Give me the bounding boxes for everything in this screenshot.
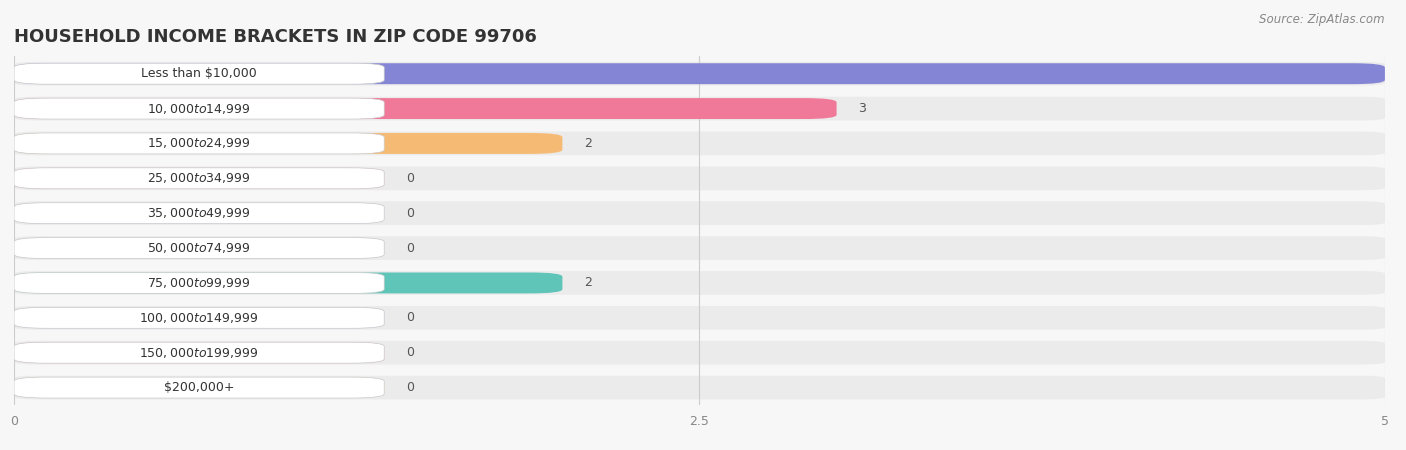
- FancyBboxPatch shape: [14, 202, 384, 224]
- Text: $100,000 to $149,999: $100,000 to $149,999: [139, 311, 259, 325]
- FancyBboxPatch shape: [14, 133, 562, 154]
- Text: $150,000 to $199,999: $150,000 to $199,999: [139, 346, 259, 360]
- FancyBboxPatch shape: [14, 62, 1385, 86]
- Text: 0: 0: [406, 242, 415, 255]
- Text: 0: 0: [406, 207, 415, 220]
- FancyBboxPatch shape: [14, 201, 1385, 225]
- Text: 0: 0: [406, 172, 415, 185]
- FancyBboxPatch shape: [14, 307, 384, 328]
- FancyBboxPatch shape: [14, 98, 837, 119]
- Text: Source: ZipAtlas.com: Source: ZipAtlas.com: [1260, 14, 1385, 27]
- FancyBboxPatch shape: [14, 97, 1385, 121]
- FancyBboxPatch shape: [14, 166, 1385, 190]
- FancyBboxPatch shape: [14, 98, 384, 119]
- FancyBboxPatch shape: [14, 307, 384, 328]
- Text: $50,000 to $74,999: $50,000 to $74,999: [148, 241, 250, 255]
- FancyBboxPatch shape: [14, 306, 1385, 330]
- FancyBboxPatch shape: [14, 238, 384, 258]
- Text: $10,000 to $14,999: $10,000 to $14,999: [148, 102, 250, 116]
- Text: 0: 0: [406, 381, 415, 394]
- Text: $25,000 to $34,999: $25,000 to $34,999: [148, 171, 250, 185]
- Text: $75,000 to $99,999: $75,000 to $99,999: [148, 276, 250, 290]
- FancyBboxPatch shape: [14, 377, 384, 398]
- Text: $35,000 to $49,999: $35,000 to $49,999: [148, 206, 250, 220]
- Text: 0: 0: [406, 346, 415, 359]
- Text: 3: 3: [859, 102, 866, 115]
- FancyBboxPatch shape: [14, 342, 384, 363]
- FancyBboxPatch shape: [14, 238, 384, 258]
- Text: $200,000+: $200,000+: [165, 381, 235, 394]
- Text: $15,000 to $24,999: $15,000 to $24,999: [148, 136, 250, 150]
- Text: 2: 2: [585, 276, 592, 289]
- FancyBboxPatch shape: [14, 272, 562, 293]
- FancyBboxPatch shape: [14, 272, 384, 293]
- FancyBboxPatch shape: [14, 341, 1385, 364]
- FancyBboxPatch shape: [14, 202, 384, 224]
- FancyBboxPatch shape: [14, 376, 1385, 400]
- FancyBboxPatch shape: [14, 168, 384, 189]
- FancyBboxPatch shape: [14, 168, 384, 189]
- Text: HOUSEHOLD INCOME BRACKETS IN ZIP CODE 99706: HOUSEHOLD INCOME BRACKETS IN ZIP CODE 99…: [14, 28, 537, 46]
- Text: 2: 2: [585, 137, 592, 150]
- FancyBboxPatch shape: [14, 236, 1385, 260]
- FancyBboxPatch shape: [14, 63, 1385, 84]
- FancyBboxPatch shape: [14, 342, 384, 363]
- Text: 0: 0: [406, 311, 415, 324]
- FancyBboxPatch shape: [14, 131, 1385, 155]
- FancyBboxPatch shape: [14, 133, 384, 154]
- FancyBboxPatch shape: [14, 377, 384, 398]
- Text: Less than $10,000: Less than $10,000: [141, 67, 257, 80]
- FancyBboxPatch shape: [14, 271, 1385, 295]
- FancyBboxPatch shape: [14, 63, 384, 84]
